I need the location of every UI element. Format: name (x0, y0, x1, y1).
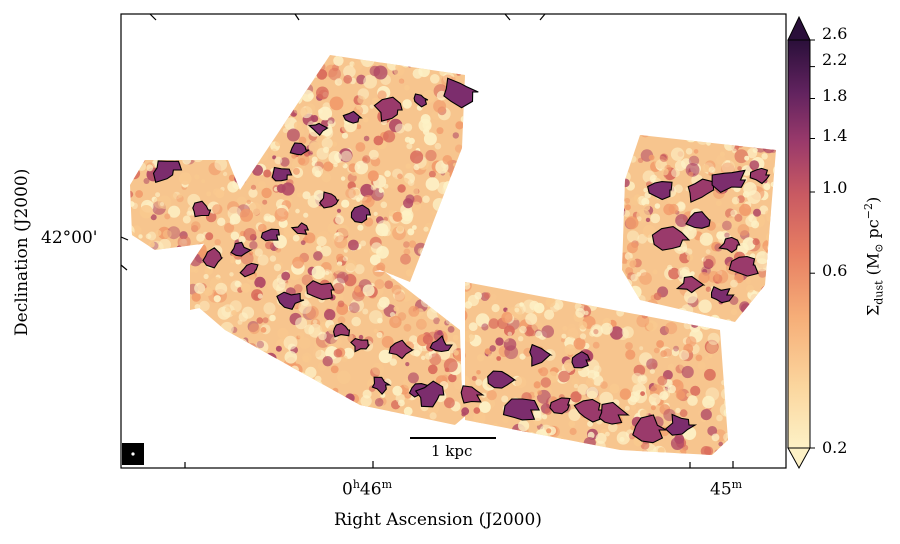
axis-ticks (120, 13, 734, 468)
colorbar-label: Σdust (M⊙ pc−2) (862, 196, 886, 316)
colorbar-tick-1.4: 1.4 (822, 126, 848, 145)
dust-contour (260, 228, 280, 242)
dust-contour (651, 226, 691, 251)
dust-contour (487, 370, 517, 389)
dust-contour (350, 337, 371, 353)
y-axis-label: Declination (J2000) (12, 168, 32, 336)
dust-contour (371, 376, 392, 395)
dust-contour (230, 241, 254, 257)
scale-bar-label: 1 kpc (431, 442, 473, 460)
x-axis-label: Right Ascension (J2000) (334, 510, 542, 530)
colorbar-tick-0.2: 0.2 (822, 438, 848, 457)
dust-contour (333, 322, 351, 338)
dust-contour (728, 255, 759, 277)
beam-marker (131, 452, 135, 456)
dust-contour (549, 397, 571, 415)
dust-contour (711, 169, 747, 194)
colorbar-tick-1.8: 1.8 (822, 86, 848, 105)
dust-contour (308, 122, 329, 137)
colorbar-tick-2.6: 2.6 (822, 24, 848, 43)
dust-contour (290, 222, 310, 235)
x-tick-label-46m: 0h46m (342, 478, 392, 500)
colorbar (787, 15, 815, 470)
y-tick-label: 42°00' (41, 228, 98, 248)
dust-contour (632, 414, 667, 444)
dust-contour (647, 181, 673, 201)
dust-contour (414, 380, 445, 408)
dust-contour (664, 413, 698, 436)
dust-contour (429, 335, 454, 353)
dust-contour (685, 211, 711, 229)
dust-contour (749, 167, 771, 185)
dust-contour (192, 200, 212, 218)
dust-contour (598, 401, 630, 425)
dust-contour (342, 110, 363, 124)
dust-contour (571, 351, 591, 369)
dust-contour (573, 398, 606, 423)
colorbar-tick-0.6: 0.6 (822, 261, 848, 280)
dust-contour (318, 191, 340, 209)
colorbar-tick-1.0: 1.0 (822, 178, 848, 197)
dust-contour (710, 286, 735, 304)
dust-contour (502, 398, 540, 421)
colorbar-tick-2.2: 2.2 (822, 50, 848, 69)
dust-contour (413, 93, 429, 108)
dust-contour (529, 343, 553, 367)
dust-contour (373, 96, 403, 122)
dust-contour (718, 236, 741, 254)
x-tick-label-45m: 45m (710, 478, 743, 500)
dust-contour (202, 247, 224, 269)
dust-contour (388, 339, 415, 360)
dust-contour (276, 291, 305, 310)
dust-contour (306, 280, 335, 301)
dust-contour (152, 160, 183, 183)
dust-contour (675, 275, 706, 294)
dust-contours (152, 77, 771, 444)
dust-contour (239, 262, 259, 278)
dust-contour (460, 385, 485, 404)
dust-contour (271, 166, 293, 182)
dust-contour (443, 77, 479, 109)
dust-contour (289, 142, 310, 156)
dust-contour (350, 204, 372, 224)
